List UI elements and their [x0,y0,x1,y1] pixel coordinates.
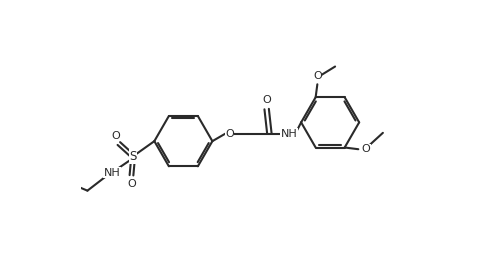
Text: O: O [127,179,136,189]
Text: O: O [225,129,234,139]
Text: NH: NH [281,129,298,139]
Text: NH: NH [104,168,120,178]
Text: O: O [111,131,120,141]
Text: S: S [130,150,137,163]
Text: O: O [313,71,322,81]
Text: O: O [262,95,271,105]
Text: O: O [362,144,371,154]
